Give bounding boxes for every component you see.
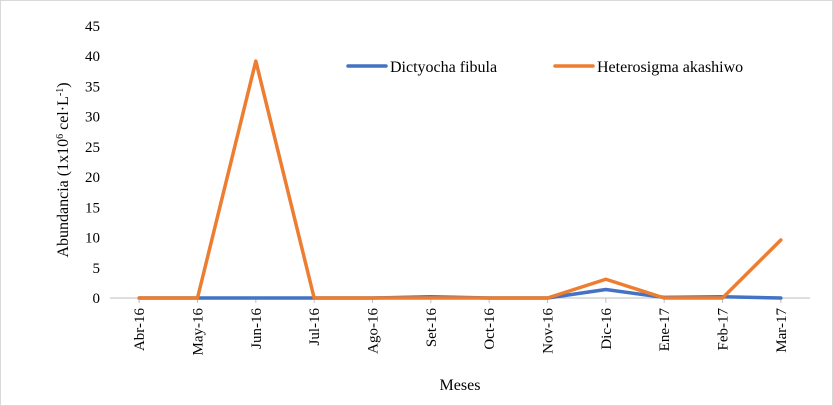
y-tick-label: 45 bbox=[85, 19, 100, 35]
x-tick-labels: Abr-16 May-16 Jun-16 Jul-16 Ago-16 Set-16 Oct-… bbox=[132, 298, 790, 356]
legend: Dictyocha fibula Heterosigma akashiwo bbox=[346, 59, 743, 76]
x-tick-label: Feb-17 bbox=[716, 308, 732, 351]
y-tick-label: 15 bbox=[85, 200, 100, 216]
x-tick-label: Mar-17 bbox=[774, 308, 790, 353]
x-tick-label: Jun-16 bbox=[249, 308, 265, 349]
x-tick-label: Jul-16 bbox=[307, 308, 323, 346]
y-tick-labels: 0 5 10 15 20 25 30 35 40 45 bbox=[85, 19, 100, 307]
x-tick-label: Abr-16 bbox=[132, 308, 148, 352]
x-tick-label: Oct-16 bbox=[482, 308, 498, 350]
x-tick-label: Nov-16 bbox=[541, 308, 557, 354]
ylabel-sup2: -1 bbox=[55, 88, 66, 96]
x-tick-label: Ene-17 bbox=[657, 308, 673, 352]
x-tick-label: Ago-16 bbox=[366, 308, 382, 354]
legend-label: Heterosigma akashiwo bbox=[597, 59, 743, 76]
series-line-2 bbox=[137, 59, 783, 300]
x-tick-label: May-16 bbox=[191, 308, 207, 356]
y-tick-label: 35 bbox=[85, 79, 100, 95]
ylabel-mid: cel·L bbox=[55, 96, 72, 134]
x-tick-label: Dic-16 bbox=[599, 308, 615, 350]
x-axis-title: Meses bbox=[440, 377, 481, 394]
y-tick-label: 30 bbox=[85, 110, 100, 126]
x-tick-label: Set-16 bbox=[424, 308, 440, 348]
ylabel-post: ) bbox=[55, 82, 72, 87]
y-tick-label: 25 bbox=[85, 140, 100, 156]
y-tick-label: 10 bbox=[85, 231, 100, 247]
y-axis-title: Abundancia (1x106 cel·L-1) bbox=[55, 82, 73, 257]
ylabel-sup1: 6 bbox=[55, 134, 66, 139]
ylabel-pre: Abundancia (1x10 bbox=[55, 139, 72, 258]
y-tick-label: 40 bbox=[85, 49, 100, 65]
y-tick-label: 5 bbox=[93, 261, 101, 277]
legend-label: Dictyocha fibula bbox=[390, 59, 497, 76]
y-tick-label: 20 bbox=[85, 170, 100, 186]
y-tick-label: 0 bbox=[93, 291, 101, 307]
series-lines bbox=[137, 59, 783, 300]
